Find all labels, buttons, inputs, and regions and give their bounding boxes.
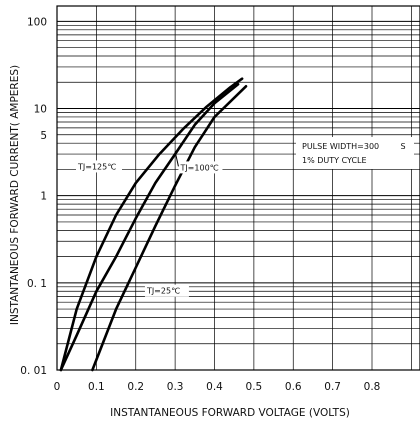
annotation-tj125: TJ=125℃: [77, 162, 116, 171]
x-tick-label: 0.1: [88, 381, 105, 393]
x-axis-ticks: 0 0.1 0.2 0.3 0.4 0.5 0.6 0.7 0.8: [54, 381, 381, 393]
series-line-0: [59, 77, 244, 372]
series-line-2: [91, 85, 248, 372]
annotation-duty-cycle: 1% DUTY CYCLE: [302, 156, 367, 165]
y-tick-label: 0. 1: [27, 278, 47, 290]
x-tick-label: 0.2: [127, 381, 144, 393]
y-tick-label: 0. 01: [20, 365, 47, 377]
series-line-1: [59, 82, 240, 372]
annotation-bg: [144, 284, 189, 297]
plot-frame: [56, 5, 420, 371]
annotation-bg: [76, 160, 122, 173]
annotation-tj25: TJ=25℃: [146, 287, 180, 296]
x-tick-label: 0.7: [324, 381, 341, 393]
x-tick-label: 0.3: [167, 381, 184, 393]
y-tick-label: 100: [27, 16, 47, 28]
annotation-pulse-unit: S: [400, 142, 405, 151]
annotation-tj100: TJ=100℃: [179, 163, 218, 172]
annotation-bg: [178, 161, 223, 174]
grid: [56, 5, 420, 371]
y-axis-ticks: 0. 01 0. 1 1 5 10 100: [20, 16, 47, 377]
y-axis-label: INSTANTANEOUS FORWARD CURRENT( AMPERES): [9, 65, 21, 325]
curves: [59, 77, 248, 372]
annotation-pulse-width: PULSE WIDTH=300: [302, 142, 379, 151]
y-tick-label: 5: [40, 130, 47, 142]
pulse-box: [296, 137, 414, 169]
x-tick-label: 0.4: [206, 381, 223, 393]
y-tick-label: 1: [40, 191, 47, 203]
x-tick-label: 0.5: [246, 381, 263, 393]
x-tick-label: 0.8: [364, 381, 381, 393]
x-tick-label: 0.6: [285, 381, 302, 393]
x-axis-label: INSTANTANEOUS FORWARD VOLTAGE (VOLTS): [110, 407, 350, 419]
leader-line: [174, 151, 179, 167]
y-tick-label: 10: [34, 104, 47, 116]
x-tick-label: 0: [54, 381, 61, 393]
annotations: TJ=125℃ TJ=100℃ TJ=25℃ PULSE WIDTH=300 S 1% D…: [76, 137, 414, 297]
plot-area: [57, 6, 420, 370]
